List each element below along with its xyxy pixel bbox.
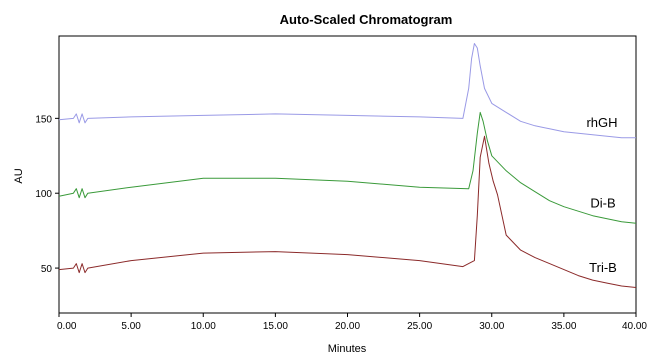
- x-tick-label: 5.00: [121, 321, 141, 332]
- x-tick-label: 25.00: [407, 321, 432, 332]
- x-tick-label: 30.00: [479, 321, 504, 332]
- series-line-tri-b: [58, 135, 637, 288]
- y-tick-label: 150: [35, 114, 52, 125]
- x-tick-label: 35.00: [551, 321, 576, 332]
- x-tick-label: 10.00: [191, 321, 216, 332]
- x-tick-label: 40.00: [622, 321, 647, 332]
- x-tick-label: 20.00: [335, 321, 360, 332]
- chart-title: Auto-Scaled Chromatogram: [280, 12, 453, 27]
- x-tick-label: 15.00: [263, 321, 288, 332]
- y-axis-label: AU: [13, 168, 25, 183]
- series-line-di-b: [58, 111, 637, 224]
- x-tick-label: 0.00: [57, 321, 77, 332]
- x-axis-label: Minutes: [328, 343, 367, 355]
- plot-frame: [58, 35, 637, 314]
- series-labels: rhGH Di-B Tri-B: [586, 115, 617, 275]
- y-tick-label: 100: [35, 189, 52, 200]
- y-axis-ticks: 50 100 150: [35, 114, 59, 275]
- series-lines: [58, 43, 637, 288]
- series-label: Tri-B: [589, 260, 617, 275]
- series-label: Di-B: [590, 196, 615, 211]
- series-label: rhGH: [586, 115, 617, 130]
- series-line-rhgh: [58, 43, 636, 139]
- x-axis-ticks: 0.00 5.00 10.00 15.00 20.00 25.00 30.00 35.00 40…: [57, 313, 647, 332]
- y-tick-label: 50: [41, 264, 53, 275]
